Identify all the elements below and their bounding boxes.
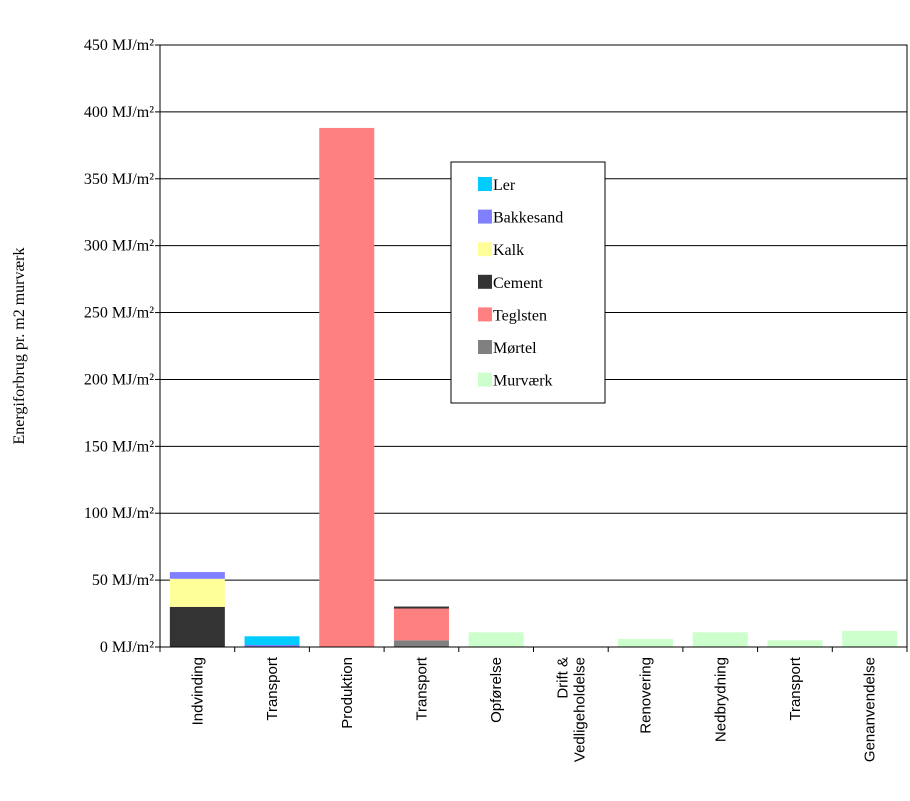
category-label: Drift &	[554, 657, 571, 699]
bar-segment-mørtel	[393, 640, 449, 647]
legend-box	[450, 161, 606, 404]
bars-layer	[169, 127, 898, 648]
legend-label: Murværk	[493, 373, 553, 390]
legend-swatch	[478, 372, 492, 387]
legend-label: Bakkesand	[493, 210, 563, 227]
category-label: Genanvendelse	[862, 657, 879, 762]
bar-segment-teglsten	[319, 127, 375, 648]
legend-swatch	[478, 340, 492, 354]
category-label: Vedligeholdelse	[571, 657, 588, 762]
legend-label: Mørtel	[493, 340, 537, 357]
y-tick-label: 100 MJ/m²	[84, 505, 154, 522]
bar-segment-bakkesand	[169, 572, 225, 579]
legend-swatch	[478, 307, 492, 322]
legend-label: Ler	[493, 177, 516, 194]
legend-swatch	[478, 242, 492, 257]
bar-segment-ler	[244, 636, 300, 645]
legend-label: Cement	[493, 275, 543, 292]
category-label: Opførelse	[488, 657, 505, 723]
legend-swatch	[478, 274, 492, 289]
category-label: Produktion	[339, 657, 356, 729]
category-label: Transport	[413, 656, 430, 720]
legend-label: Kalk	[493, 242, 524, 259]
bar-segment-murværk	[618, 638, 674, 647]
axis-layer: 0 MJ/m² 50 MJ/m² 100 MJ/m² 150 MJ/m² 200 MJ/…	[84, 37, 908, 762]
legend-swatch	[478, 209, 492, 224]
bar-segment-murværk	[692, 632, 748, 647]
bar-segment-kalk	[169, 578, 225, 607]
y-axis-label: Energiforbrug pr. m2 murværk	[11, 247, 28, 444]
y-tick-label: 400 MJ/m²	[84, 104, 154, 121]
legend: Ler Bakkesand Kalk Cement Teglsten Mørtel Murv…	[450, 161, 606, 404]
category-label: Indvinding	[189, 657, 206, 725]
y-tick-label: 0 MJ/m²	[100, 639, 154, 656]
bar-segment-murværk	[468, 632, 524, 647]
category-label: Transport	[787, 656, 804, 720]
bar-segment-teglsten	[393, 608, 449, 641]
bar-segment-murværk	[842, 630, 898, 647]
bar-segment-cement	[169, 606, 225, 647]
category-label: Nedbrydning	[712, 657, 729, 742]
y-tick-label: 150 MJ/m²	[84, 438, 154, 455]
legend-label: Teglsten	[493, 307, 547, 324]
y-tick-label: 250 MJ/m²	[84, 305, 154, 322]
y-tick-label: 300 MJ/m²	[84, 238, 154, 255]
legend-swatch	[478, 177, 492, 191]
bar-cap-line	[393, 606, 449, 609]
category-label: Transport	[264, 656, 281, 720]
bar-segment-bakkesand	[244, 644, 300, 647]
y-tick-label: 450 MJ/m²	[84, 37, 154, 54]
category-label: Renovering	[638, 657, 655, 734]
y-tick-label: 350 MJ/m²	[84, 171, 154, 188]
y-tick-label: 50 MJ/m²	[92, 572, 154, 589]
bar-segment-murværk	[767, 640, 823, 647]
y-tick-label: 200 MJ/m²	[84, 371, 154, 388]
